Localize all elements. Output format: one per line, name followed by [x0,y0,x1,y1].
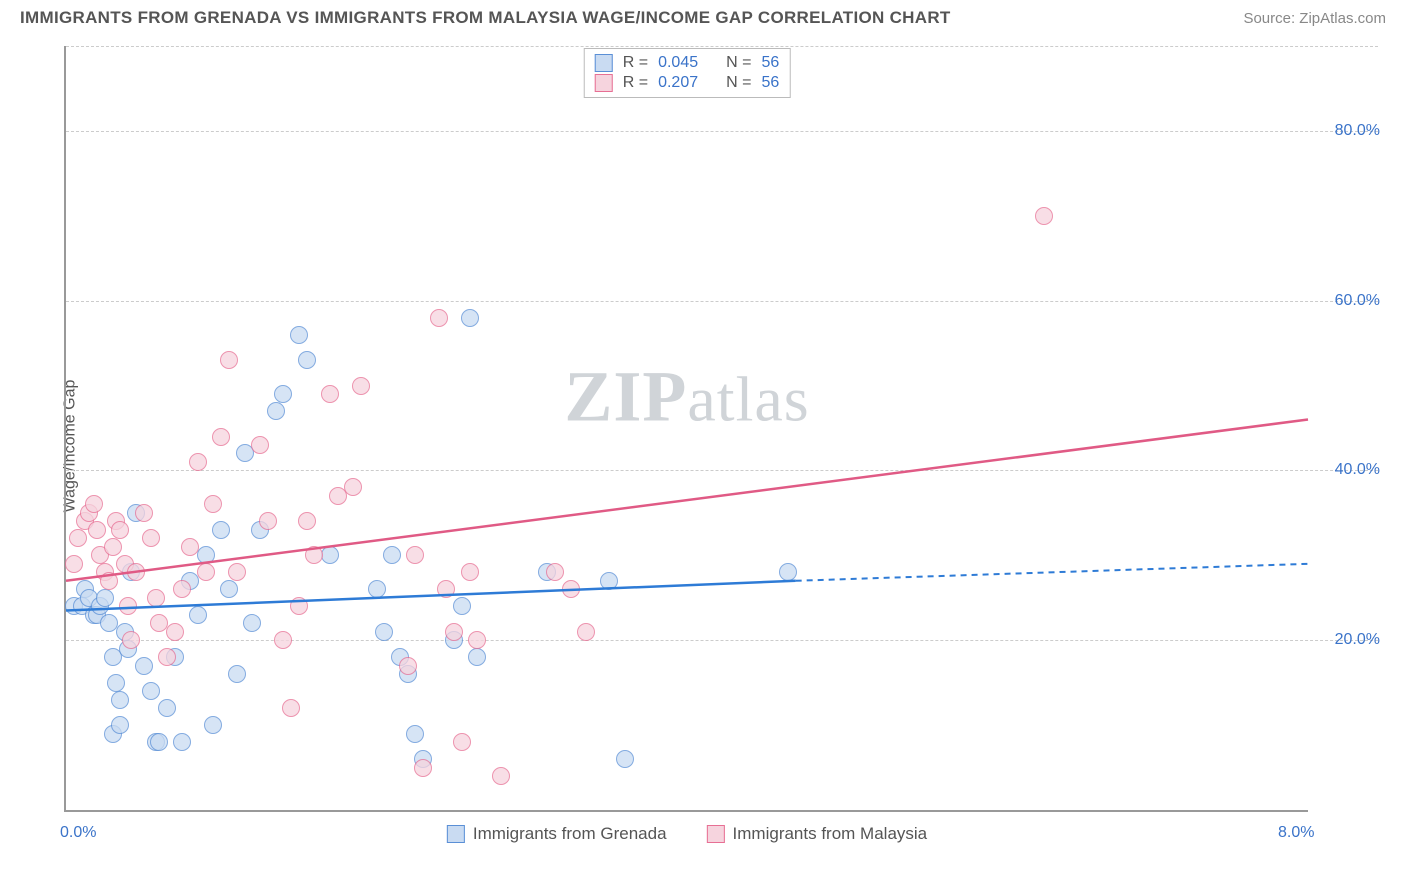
legend-label-grenada: Immigrants from Grenada [473,824,667,844]
y-tick-label: 20.0% [1335,631,1380,649]
legend-label-malaysia: Immigrants from Malaysia [733,824,928,844]
chart-header: IMMIGRANTS FROM GRENADA VS IMMIGRANTS FR… [0,0,1406,32]
trendline-grenada [66,581,796,611]
swatch-malaysia-icon [707,825,725,843]
swatch-grenada-icon [447,825,465,843]
source-credit: Source: ZipAtlas.com [1243,10,1386,27]
chart-title: IMMIGRANTS FROM GRENADA VS IMMIGRANTS FR… [20,8,951,28]
y-tick-label: 60.0% [1335,292,1380,310]
correlation-legend: R = 0.045 N = 56 R = 0.207 N = 56 [584,48,791,98]
y-tick-label: 80.0% [1335,122,1380,140]
plot-area: ZIPatlas R = 0.045 N = 56 R = 0.207 N = … [64,46,1308,812]
swatch-grenada [595,54,613,72]
trendline-grenada-extrapolated [796,564,1308,581]
x-tick-label: 0.0% [60,824,96,842]
legend-row-grenada: R = 0.045 N = 56 [595,53,780,73]
chart-container: Wage/Income Gap ZIPatlas R = 0.045 N = 5… [18,36,1388,856]
series-legend: Immigrants from Grenada Immigrants from … [447,824,927,844]
trend-lines [66,46,1308,810]
x-tick-label: 8.0% [1278,824,1314,842]
legend-item-grenada: Immigrants from Grenada [447,824,667,844]
trendline-malaysia [66,420,1308,581]
legend-row-malaysia: R = 0.207 N = 56 [595,73,780,93]
swatch-malaysia [595,74,613,92]
y-tick-label: 40.0% [1335,461,1380,479]
legend-item-malaysia: Immigrants from Malaysia [707,824,928,844]
